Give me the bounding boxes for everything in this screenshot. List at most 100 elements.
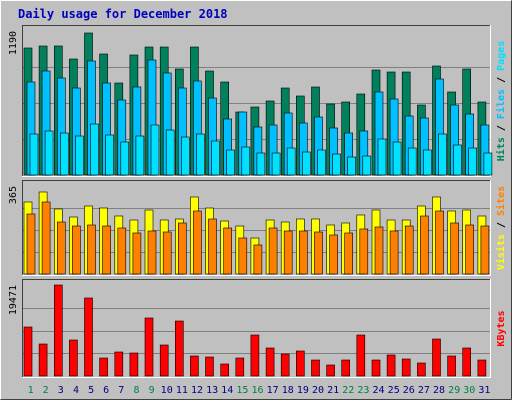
bar-pages-day-4 bbox=[75, 135, 84, 176]
bar-kbytes-day-10 bbox=[159, 344, 169, 377]
x-tick-label: 8 bbox=[133, 385, 139, 396]
bar-sites-day-27 bbox=[420, 215, 429, 275]
bar-kbytes-day-30 bbox=[462, 347, 472, 377]
bar-kbytes-day-23 bbox=[356, 334, 366, 377]
bar-kbytes-day-4 bbox=[69, 339, 78, 377]
x-tick-label: 19 bbox=[297, 385, 309, 396]
bar-pages-day-29 bbox=[453, 144, 462, 176]
x-tick-label: 29 bbox=[448, 385, 460, 396]
panel-side-label: KBytes bbox=[496, 310, 507, 346]
bar-pages-day-13 bbox=[211, 140, 220, 176]
x-tick-label: 10 bbox=[161, 385, 173, 396]
bar-sites-day-11 bbox=[178, 222, 187, 275]
bar-sites-day-2 bbox=[41, 201, 51, 275]
legend-sites: Sites bbox=[495, 186, 507, 216]
x-tick-label: 12 bbox=[191, 385, 203, 396]
bar-kbytes-day-21 bbox=[326, 364, 335, 377]
bar-pages-day-24 bbox=[377, 138, 387, 176]
x-tick-label: 11 bbox=[176, 385, 188, 396]
bar-sites-day-30 bbox=[465, 224, 475, 275]
bar-pages-day-27 bbox=[423, 149, 432, 176]
legend-hits: Hits bbox=[495, 137, 507, 161]
legend-files: Files bbox=[495, 89, 507, 119]
x-tick-label: 7 bbox=[118, 385, 124, 396]
bar-sites-day-23 bbox=[359, 228, 369, 275]
x-tick-label: 9 bbox=[149, 385, 155, 396]
panel-hits: 1190 Hits / Files / Pages bbox=[8, 25, 507, 177]
bar-pages-day-30 bbox=[468, 147, 478, 176]
bar-pages-day-7 bbox=[120, 141, 130, 176]
bar-kbytes-day-22 bbox=[341, 359, 351, 377]
bar-sites-day-13 bbox=[208, 218, 217, 275]
bar-kbytes-day-13 bbox=[205, 356, 214, 377]
bar-kbytes-day-16 bbox=[250, 334, 260, 377]
bar-kbytes-day-29 bbox=[447, 355, 456, 377]
x-tick-label: 13 bbox=[206, 385, 218, 396]
bar-pages-day-15 bbox=[241, 146, 251, 176]
bar-kbytes-day-3 bbox=[53, 284, 63, 377]
bar-pages-day-20 bbox=[317, 149, 326, 176]
bar-sites-day-29 bbox=[450, 222, 459, 275]
x-tick-label: 23 bbox=[357, 385, 369, 396]
bar-kbytes-day-6 bbox=[99, 357, 108, 377]
bar-pages-day-9 bbox=[150, 124, 160, 176]
bar-kbytes-day-18 bbox=[280, 353, 290, 377]
bar-sites-day-7 bbox=[117, 227, 127, 275]
x-tick-label: 20 bbox=[312, 385, 324, 396]
bar-pages-day-19 bbox=[301, 151, 311, 176]
bar-pages-day-6 bbox=[105, 134, 114, 176]
bar-sites-day-12 bbox=[193, 210, 202, 275]
x-tick-label: 2 bbox=[43, 385, 49, 396]
y-axis-max-label: 19471 bbox=[8, 285, 19, 315]
bar-sites-day-20 bbox=[314, 231, 323, 275]
bar-sites-day-22 bbox=[344, 232, 354, 275]
bar-kbytes-day-12 bbox=[190, 355, 199, 377]
x-tick-label: 30 bbox=[463, 385, 475, 396]
x-tick-label: 22 bbox=[342, 385, 354, 396]
bar-kbytes-day-5 bbox=[84, 297, 93, 377]
bar-sites-day-16 bbox=[253, 244, 263, 275]
bar-kbytes-day-25 bbox=[386, 354, 396, 377]
bar-sites-day-5 bbox=[87, 224, 96, 275]
bar-sites-day-28 bbox=[435, 210, 444, 275]
bar-pages-day-1 bbox=[29, 133, 39, 176]
bar-kbytes-day-7 bbox=[114, 351, 124, 377]
bar-kbytes-day-17 bbox=[265, 347, 275, 377]
bar-kbytes-day-14 bbox=[220, 363, 229, 377]
bar-pages-day-21 bbox=[332, 153, 341, 176]
bar-pages-day-14 bbox=[226, 149, 235, 176]
bar-kbytes-day-8 bbox=[129, 352, 139, 377]
bar-kbytes-day-27 bbox=[417, 362, 426, 377]
x-tick-label: 26 bbox=[403, 385, 415, 396]
bar-sites-day-3 bbox=[56, 221, 66, 275]
x-tick-label: 24 bbox=[372, 385, 384, 396]
bar-sites-day-17 bbox=[268, 227, 278, 275]
bar-kbytes-day-9 bbox=[144, 317, 154, 377]
bar-sites-day-1 bbox=[26, 213, 36, 275]
bar-pages-day-3 bbox=[59, 132, 69, 176]
bar-kbytes-day-26 bbox=[401, 358, 411, 377]
x-tick-label: 4 bbox=[73, 385, 79, 396]
bar-pages-day-10 bbox=[165, 129, 175, 176]
chart-title: Daily usage for December 2018 bbox=[18, 7, 228, 21]
x-tick-label: 1 bbox=[28, 385, 34, 396]
x-tick-label: 17 bbox=[267, 385, 279, 396]
bar-sites-day-19 bbox=[298, 230, 308, 275]
x-tick-label: 18 bbox=[282, 385, 294, 396]
x-tick-label: 31 bbox=[478, 385, 490, 396]
x-tick-label: 15 bbox=[236, 385, 248, 396]
panel-side-label: Hits / Files / Pages bbox=[495, 41, 507, 161]
bar-pages-day-23 bbox=[362, 155, 372, 176]
x-tick-label: 16 bbox=[251, 385, 263, 396]
bar-sites-day-10 bbox=[162, 231, 172, 275]
x-tick-label: 28 bbox=[433, 385, 445, 396]
x-tick-label: 3 bbox=[58, 385, 64, 396]
bar-pages-day-25 bbox=[392, 141, 402, 176]
x-tick-label: 27 bbox=[418, 385, 430, 396]
bar-pages-day-28 bbox=[438, 133, 447, 176]
panel-visits: 365 Visits / Sites bbox=[8, 180, 507, 276]
x-tick-label: 14 bbox=[221, 385, 233, 396]
bar-sites-day-4 bbox=[72, 225, 81, 275]
